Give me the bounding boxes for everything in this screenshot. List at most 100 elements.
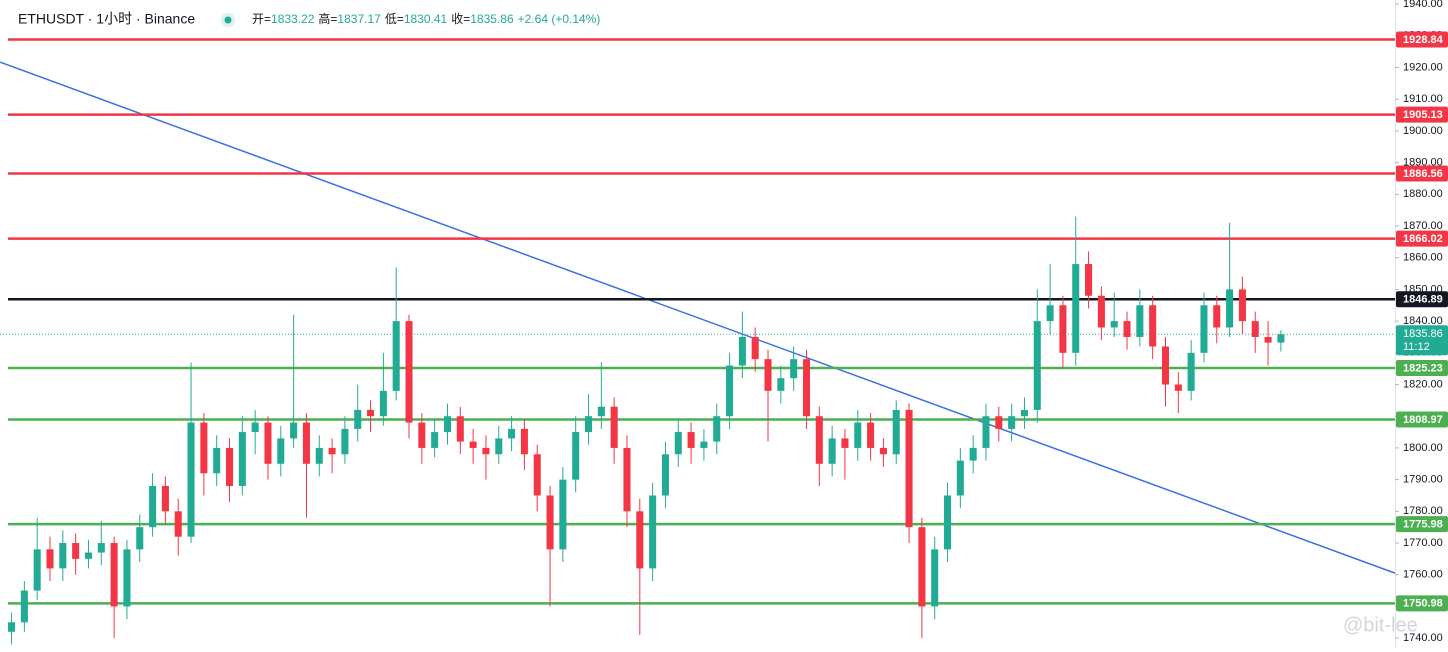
candle-body (251, 422, 259, 433)
watermark: @bit-lee (1343, 614, 1418, 636)
candle-body (956, 460, 964, 496)
level-label: 1886.56 (1403, 168, 1443, 180)
level-label-box (1396, 359, 1448, 376)
candle-body (302, 422, 310, 464)
candle-body (1238, 289, 1246, 322)
candle-body (328, 447, 336, 455)
candle-body (72, 543, 80, 559)
candle-body (854, 422, 862, 448)
y-tick-label: 1820.00 (1403, 378, 1443, 390)
candle-body (97, 543, 105, 553)
ohlc-value: 1835.86 (470, 12, 514, 26)
candle-body (1200, 305, 1208, 353)
y-tick-label: 1840.00 (1403, 315, 1443, 327)
candle-body (828, 438, 836, 464)
candle-body (1251, 321, 1259, 337)
ohlc-key: 收= (451, 12, 470, 26)
countdown-label: 11:12 (1403, 341, 1430, 353)
candle-body (46, 549, 54, 569)
level-label-box (1396, 230, 1448, 247)
ohlc-value: 1837.17 (337, 12, 381, 26)
level-label-box (1396, 106, 1448, 123)
y-tick-label: 1770.00 (1403, 537, 1443, 549)
candle-body (1264, 336, 1272, 343)
candle-body (482, 447, 490, 455)
y-tick-label: 1880.00 (1403, 188, 1443, 200)
ohlc-value: 1833.22 (271, 12, 315, 26)
ohlc-key: 低= (385, 12, 404, 26)
candle-body (1123, 321, 1131, 337)
candle-body (777, 378, 785, 391)
candle-body (238, 432, 246, 486)
candle-body (931, 549, 939, 607)
y-tick-label: 1780.00 (1403, 505, 1443, 517)
candle-body (559, 479, 567, 550)
y-tick-label: 1920.00 (1403, 61, 1443, 73)
candle-body (520, 428, 528, 455)
candle-body (418, 422, 426, 448)
candle-body (469, 441, 477, 448)
level-label: 1866.02 (1403, 233, 1443, 245)
candle-body (174, 511, 182, 537)
candle-body (1020, 409, 1028, 417)
level-label-box (1396, 516, 1448, 533)
candle-body (392, 321, 400, 391)
y-tick-label: 1870.00 (1403, 220, 1443, 232)
y-tick-label: 1910.00 (1403, 93, 1443, 105)
candle-body (649, 495, 657, 569)
candle-body (136, 527, 144, 550)
candle-body (636, 511, 644, 569)
candle-body (584, 416, 593, 433)
candle-body (726, 365, 734, 417)
candle-body (213, 447, 221, 474)
candle-body (572, 432, 580, 480)
candle-body (1136, 305, 1144, 337)
candle-body (815, 416, 823, 464)
candle-body (59, 543, 67, 569)
candle-body (20, 590, 28, 623)
candle-body (187, 422, 195, 537)
level-label: 1928.84 (1403, 34, 1444, 46)
candle-body (1187, 352, 1195, 391)
ohlc-change: +2.64 (+0.14%) (518, 12, 601, 26)
candle-body (110, 543, 118, 607)
y-tick-label: 1940.00 (1403, 0, 1443, 10)
candle-body (443, 416, 452, 433)
candle-body (713, 416, 721, 442)
level-label-box (1396, 165, 1448, 182)
candle-body (546, 495, 554, 550)
candle-body (905, 409, 913, 528)
level-label: 1775.98 (1403, 518, 1443, 530)
candle-body (290, 422, 298, 439)
candle-body (161, 485, 169, 512)
trendline (0, 61, 1396, 574)
candle-body (969, 447, 977, 461)
candle-body (1097, 295, 1105, 328)
candle-body (995, 416, 1003, 429)
candle-body (610, 406, 618, 448)
level-label: 1825.23 (1403, 362, 1443, 374)
candle-body (405, 321, 413, 423)
candle-body (495, 438, 503, 455)
last-price-label: 1835.86 (1403, 328, 1443, 340)
candle-body (674, 432, 682, 455)
candle-body (982, 416, 990, 448)
candle-body (367, 409, 375, 417)
candle-body (277, 438, 285, 464)
level-label-box (1396, 291, 1448, 308)
candle-body (790, 359, 798, 379)
candle-body (623, 447, 631, 512)
ohlc-key: 高= (318, 11, 337, 26)
level-label: 1750.98 (1403, 598, 1443, 610)
candle-body (200, 422, 208, 474)
ohlc-value: 1830.41 (404, 12, 448, 26)
candle-body (879, 447, 887, 455)
level-label: 1905.13 (1403, 109, 1443, 121)
candle-body (1085, 264, 1093, 296)
ohlc-key: 开= (252, 12, 271, 26)
candle-body (431, 432, 439, 448)
candle-body (264, 422, 272, 464)
candle-body (738, 336, 746, 366)
